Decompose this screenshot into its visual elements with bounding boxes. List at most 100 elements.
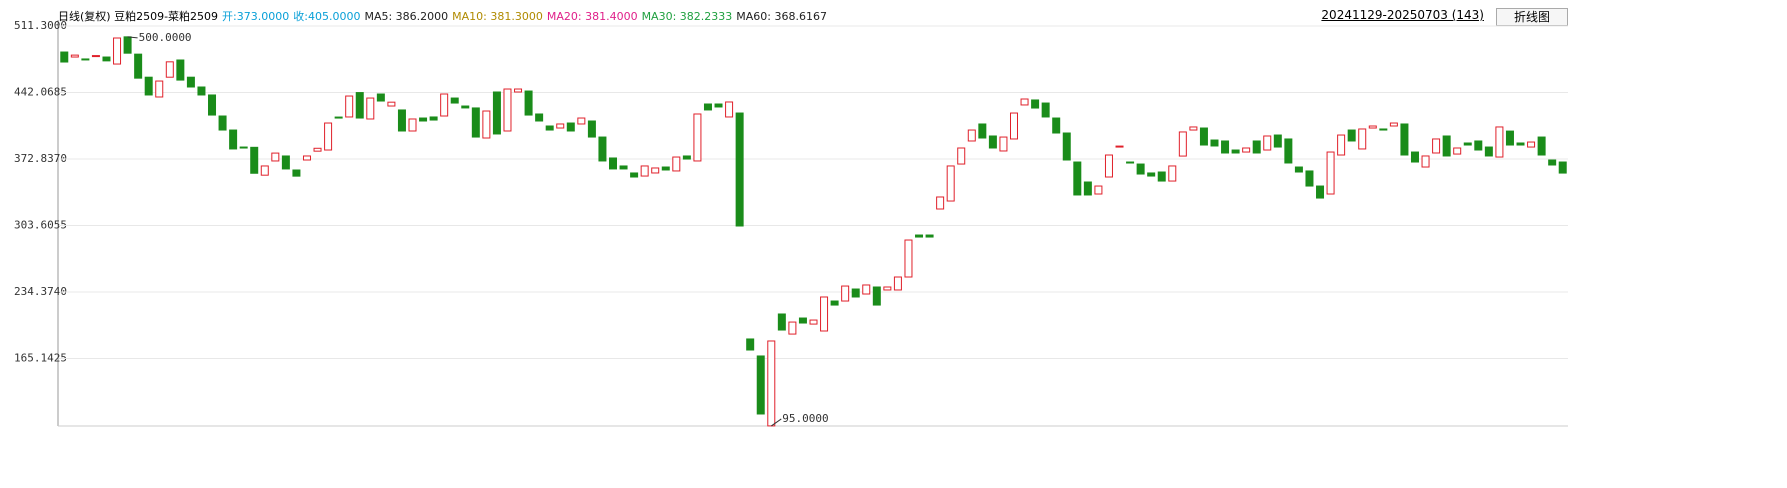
candle (102, 56, 111, 62)
candle (999, 136, 1008, 152)
annotation-arrow (127, 36, 138, 39)
candle (1041, 102, 1050, 118)
candle (862, 284, 871, 295)
y-tick-label: 234.3740 (14, 285, 67, 298)
candle (1294, 166, 1303, 173)
candle (1347, 129, 1356, 142)
candle (872, 286, 881, 306)
candle (714, 103, 723, 108)
candle (208, 94, 217, 116)
candle (324, 122, 333, 151)
candle (1284, 138, 1293, 164)
candle (946, 165, 955, 202)
candle (936, 196, 945, 210)
candle (957, 147, 966, 165)
candle (1358, 128, 1367, 150)
candle (514, 88, 523, 93)
candle (915, 234, 924, 238)
y-tick-label: 303.6055 (14, 219, 67, 232)
candle (345, 95, 354, 118)
candle (503, 88, 512, 132)
candle (440, 93, 449, 117)
candle (492, 91, 501, 135)
candle (988, 135, 997, 149)
candle (1379, 128, 1388, 131)
candle (566, 122, 575, 132)
candle (1009, 112, 1018, 140)
candle (1527, 141, 1536, 148)
candle (1252, 140, 1261, 154)
candle (1410, 151, 1419, 163)
y-tick-label: 511.3000 (14, 19, 67, 32)
annotation-arrow (771, 418, 782, 427)
candle (925, 234, 934, 238)
candle (978, 123, 987, 139)
candle (292, 169, 301, 177)
candle (1442, 135, 1451, 157)
annotation-label: 500.0000 (139, 31, 192, 44)
candle (1168, 165, 1177, 182)
candle (123, 36, 132, 54)
chart-title: 日线(复权) 豆粕2509-菜粕2509 (58, 10, 219, 23)
candle (1316, 185, 1325, 199)
candle (60, 51, 69, 63)
candle (1389, 122, 1398, 127)
candle (630, 172, 639, 178)
candle (419, 117, 428, 122)
candle (841, 285, 850, 302)
candle (893, 276, 902, 291)
candle (1147, 172, 1156, 177)
candle (693, 113, 702, 162)
candle (176, 59, 185, 81)
candle (1484, 146, 1493, 157)
candle (883, 286, 892, 291)
candle (260, 165, 269, 176)
candle (1474, 140, 1483, 151)
y-tick-label: 442.0685 (14, 86, 67, 99)
candle (820, 296, 829, 332)
candle (366, 97, 375, 120)
candle (598, 136, 607, 162)
candle (1231, 149, 1240, 154)
candle (830, 300, 839, 306)
candle (1505, 130, 1514, 146)
candle (1062, 132, 1071, 161)
candle (1421, 155, 1430, 168)
candle (672, 156, 681, 172)
candle (735, 112, 744, 227)
candle (1115, 145, 1124, 148)
candle (229, 129, 238, 150)
candle (1305, 170, 1314, 187)
candle (387, 101, 396, 107)
indicator: MA5: 386.2000 (364, 10, 449, 23)
candle (524, 90, 533, 116)
candle (1558, 161, 1567, 174)
candle (798, 317, 807, 324)
candle (1094, 185, 1103, 195)
candle (1221, 140, 1230, 154)
candle (1242, 147, 1251, 153)
indicator: MA60: 368.6167 (736, 10, 827, 23)
candle (1189, 126, 1198, 131)
candle (1073, 161, 1082, 196)
candle (197, 86, 206, 96)
candle (1337, 134, 1346, 156)
candle (91, 55, 100, 58)
candle (1495, 126, 1504, 158)
candle (1432, 138, 1441, 154)
candle (429, 116, 438, 121)
candle (1157, 171, 1166, 182)
candle (777, 313, 786, 331)
header: 日线(复权) 豆粕2509-菜粕2509 开:373.0000 收:405.0000… (58, 8, 831, 24)
candle (661, 166, 670, 171)
candle (461, 105, 470, 109)
annotation-label: 95.0000 (782, 412, 828, 425)
candle (651, 167, 660, 174)
candle (556, 123, 565, 129)
candle (471, 107, 480, 138)
candle (1104, 154, 1113, 178)
candle (1537, 136, 1546, 156)
candle (725, 101, 734, 118)
